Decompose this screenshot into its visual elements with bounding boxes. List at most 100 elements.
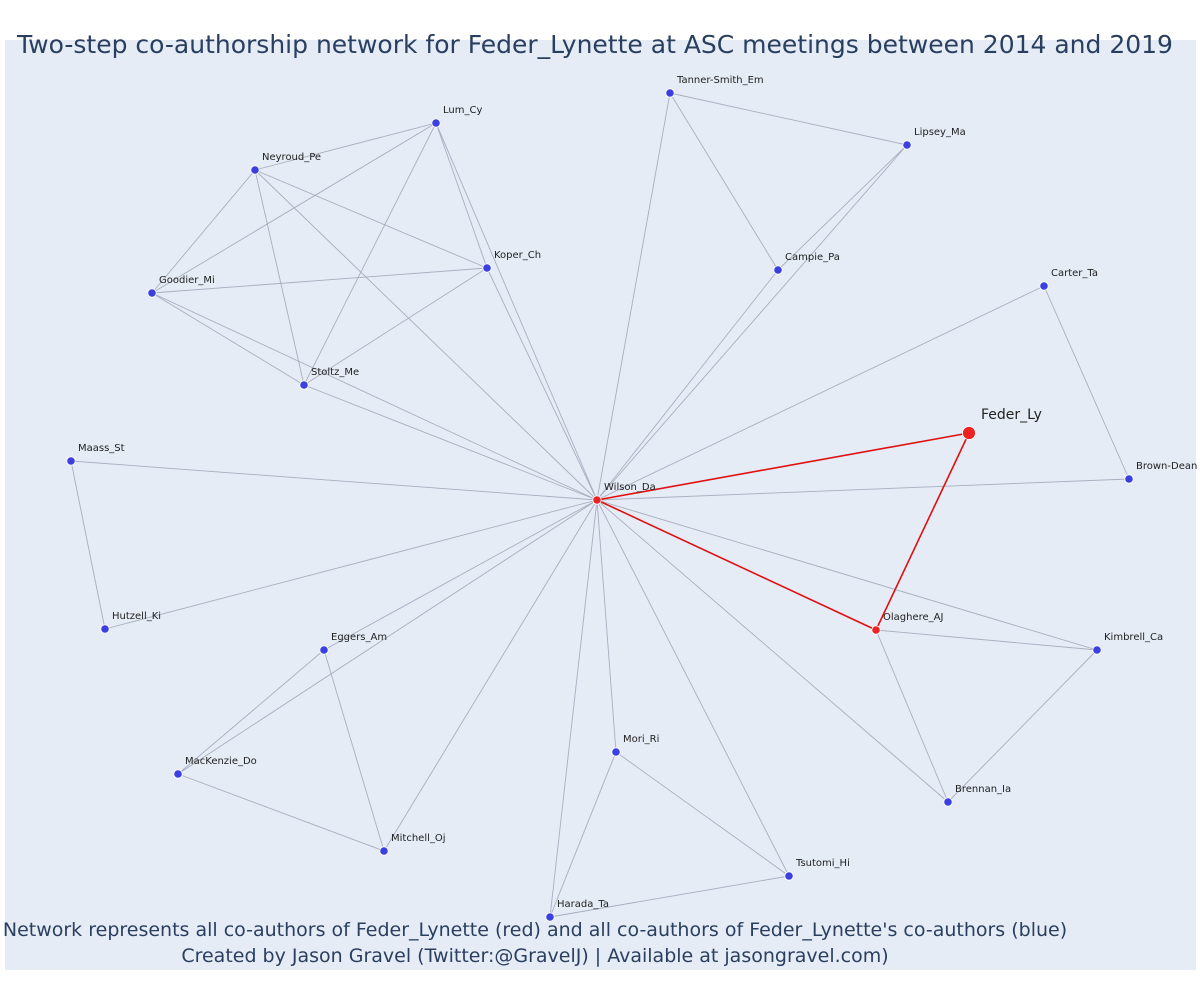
edge-Wilson_Da-Mitchell_Oj: [383, 499, 598, 852]
edge-Feder_Ly-Wilson_Da: [596, 432, 970, 501]
node-label-Hutzell_Ki: Hutzell_Ki: [112, 611, 161, 622]
node-label-Carter_Ta: Carter_Ta: [1051, 268, 1098, 279]
edge-Wilson_Da-Mori_Ri: [596, 499, 617, 753]
node-label-Neyroud_Pe: Neyroud_Pe: [262, 152, 321, 163]
node-label-Kimbrell_Ca: Kimbrell_Ca: [1104, 632, 1163, 643]
edge-Neyroud_Pe-Goodier_Mi: [151, 169, 256, 294]
edge-Kimbrell_Ca-Brennan_Ia: [947, 649, 1098, 803]
node-Campie_Pa[interactable]: [773, 265, 783, 275]
node-label-MacKenzie_Do: MacKenzie_Do: [185, 756, 257, 767]
node-label-Stoltz_Me: Stoltz_Me: [311, 367, 359, 378]
node-label-Mori_Ri: Mori_Ri: [623, 734, 659, 745]
node-Maass_St[interactable]: [66, 456, 76, 466]
edge-Wilson_Da-Brennan_Ia: [596, 499, 949, 803]
edge-Stoltz_Me-Koper_Ch: [303, 267, 488, 386]
network-title: Two-step co-authorship network for Feder…: [17, 30, 1173, 59]
edge-Wilson_Da-Tsutomi_Hi: [596, 499, 790, 877]
edge-Mori_Ri-Harada_Ta: [549, 751, 617, 918]
node-label-Goodier_Mi: Goodier_Mi: [159, 275, 215, 286]
edge-Lum_Cy-Neyroud_Pe: [254, 122, 437, 171]
node-label-Wilson_Da: Wilson_Da: [604, 482, 656, 493]
edge-Wilson_Da-Carter_Ta: [596, 285, 1045, 501]
edge-Harada_Ta-Tsutomi_Hi: [549, 875, 790, 918]
node-Brown-Dean[interactable]: [1124, 474, 1134, 484]
edge-Neyroud_Pe-Stoltz_Me: [254, 169, 305, 386]
edge-Goodier_Mi-Koper_Ch: [151, 267, 488, 294]
node-label-Mitchell_Oj: Mitchell_Oj: [391, 833, 446, 844]
node-label-Koper_Ch: Koper_Ch: [494, 250, 541, 261]
node-label-Lipsey_Ma: Lipsey_Ma: [914, 127, 966, 138]
edge-Neyroud_Pe-Koper_Ch: [254, 169, 488, 269]
node-label-Feder_Ly: Feder_Ly: [981, 407, 1042, 423]
edge-Lum_Cy-Goodier_Mi: [151, 122, 437, 294]
edge-Wilson_Da-Hutzell_Ki: [104, 499, 598, 630]
node-label-Tanner-Smith_Em: Tanner-Smith_Em: [676, 75, 764, 86]
edge-Carter_Ta-Brown-Dean: [1043, 285, 1130, 480]
node-Lum_Cy[interactable]: [431, 118, 441, 128]
node-Mitchell_Oj[interactable]: [379, 846, 389, 856]
node-Kimbrell_Ca[interactable]: [1092, 645, 1102, 655]
node-label-Maass_St: Maass_St: [78, 443, 125, 454]
node-Olaghere_AJ[interactable]: [871, 625, 881, 635]
node-MacKenzie_Do[interactable]: [173, 769, 183, 779]
edge-Wilson_Da-Neyroud_Pe: [254, 169, 598, 501]
edge-Olaghere_AJ-Brennan_Ia: [875, 629, 949, 803]
edge-Olaghere_AJ-Kimbrell_Ca: [875, 629, 1098, 651]
edge-Wilson_Da-Eggers_Am: [323, 499, 598, 651]
node-label-Tsutomi_Hi: Tsutomi_Hi: [795, 858, 850, 869]
node-Carter_Ta[interactable]: [1039, 281, 1049, 291]
edge-Eggers_Am-MacKenzie_Do: [177, 649, 325, 775]
node-Tsutomi_Hi[interactable]: [784, 871, 794, 881]
plot-area: [5, 40, 1196, 970]
node-Koper_Ch[interactable]: [482, 263, 492, 273]
node-label-Eggers_Am: Eggers_Am: [331, 632, 387, 643]
node-Hutzell_Ki[interactable]: [100, 624, 110, 634]
node-Mori_Ri[interactable]: [611, 747, 621, 757]
node-Eggers_Am[interactable]: [319, 645, 329, 655]
edge-Lum_Cy-Stoltz_Me: [303, 122, 437, 386]
edge-Tanner-Smith_Em-Lipsey_Ma: [669, 92, 908, 146]
edge-Eggers_Am-Mitchell_Oj: [323, 649, 385, 852]
edge-Wilson_Da-Brown-Dean: [596, 478, 1130, 501]
node-label-Brennan_Ia: Brennan_Ia: [955, 784, 1011, 795]
node-label-Olaghere_AJ: Olaghere_AJ: [883, 612, 943, 623]
node-Feder_Ly[interactable]: [962, 426, 976, 440]
node-label-Brown-Dean: Brown-Dean: [1136, 461, 1197, 472]
node-Lipsey_Ma[interactable]: [902, 140, 912, 150]
edge-Wilson_Da-Olaghere_AJ: [596, 499, 877, 631]
node-Goodier_Mi[interactable]: [147, 288, 157, 298]
node-Neyroud_Pe[interactable]: [250, 165, 260, 175]
edge-Tanner-Smith_Em-Campie_Pa: [669, 92, 779, 271]
node-label-Harada_Ta: Harada_Ta: [557, 899, 609, 910]
edge-layer: [70, 92, 1130, 918]
label-layer: Feder_Ly Wilson_Da Olaghere_AJ Lum_Cy Neyrou…: [78, 75, 1197, 910]
footer-credit: Created by Jason Gravel (Twitter:@Gravel…: [181, 945, 889, 967]
node-Brennan_Ia[interactable]: [943, 797, 953, 807]
edge-Wilson_Da-Lum_Cy: [435, 122, 598, 501]
edge-Wilson_Da-Lipsey_Ma: [596, 144, 908, 501]
footer-description: Network represents all co-authors of Fed…: [2, 919, 1068, 941]
node-Wilson_Da[interactable]: [592, 495, 602, 505]
edge-Lum_Cy-Koper_Ch: [435, 122, 488, 269]
edge-Wilson_Da-Tanner-Smith_Em: [596, 92, 671, 501]
edge-Wilson_Da-Stoltz_Me: [303, 384, 598, 501]
edge-Wilson_Da-Kimbrell_Ca: [596, 499, 1098, 651]
edge-Mori_Ri-Tsutomi_Hi: [615, 751, 790, 877]
edge-Feder_Ly-Olaghere_AJ: [875, 432, 970, 631]
node-label-Campie_Pa: Campie_Pa: [785, 252, 840, 263]
edge-Wilson_Da-Koper_Ch: [486, 267, 598, 501]
edge-MacKenzie_Do-Mitchell_Oj: [177, 773, 385, 852]
edge-Goodier_Mi-Stoltz_Me: [151, 292, 305, 386]
edge-Wilson_Da-Campie_Pa: [596, 269, 779, 501]
edge-Maass_St-Hutzell_Ki: [70, 460, 106, 630]
node-Stoltz_Me[interactable]: [299, 380, 309, 390]
node-label-Lum_Cy: Lum_Cy: [443, 105, 482, 116]
edge-Wilson_Da-Goodier_Mi: [151, 292, 598, 501]
edge-Wilson_Da-Maass_St: [70, 460, 598, 501]
edge-Wilson_Da-Harada_Ta: [549, 499, 598, 918]
node-Harada_Ta[interactable]: [545, 912, 555, 922]
node-layer: [66, 88, 1134, 922]
edge-Wilson_Da-MacKenzie_Do: [177, 499, 598, 775]
node-Tanner-Smith_Em[interactable]: [665, 88, 675, 98]
